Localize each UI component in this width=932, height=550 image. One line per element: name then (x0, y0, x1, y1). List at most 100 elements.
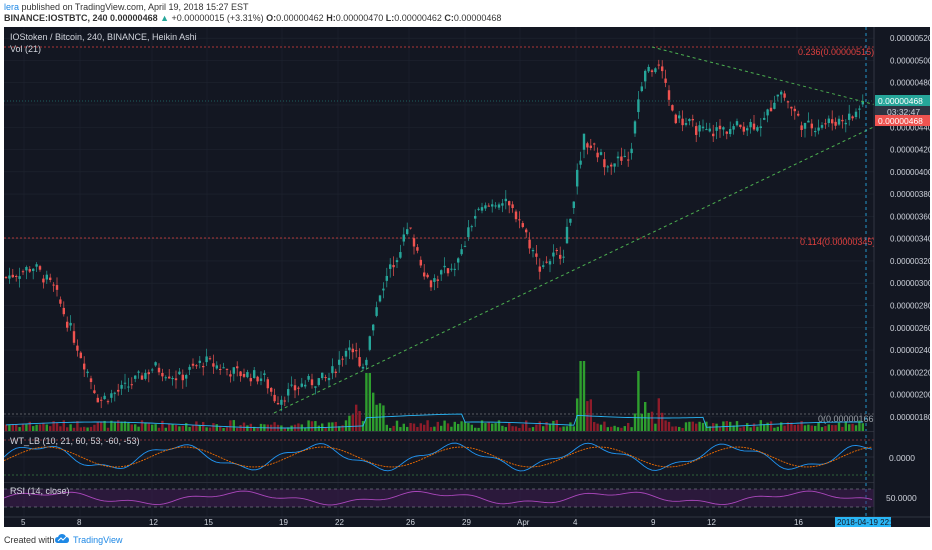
candle-body (440, 270, 443, 275)
volume-bar (134, 424, 137, 431)
volume-bar (168, 423, 171, 431)
volume-bar (123, 421, 127, 431)
volume-bar (229, 420, 232, 431)
candle-body (55, 285, 59, 290)
candle-body (409, 227, 412, 229)
candle-body (701, 126, 705, 129)
candle-body (147, 372, 150, 375)
price-axis-label: 0.00000320 (890, 257, 930, 266)
candle-body (344, 350, 348, 357)
descending-trendline[interactable] (651, 46, 885, 108)
candle-body (620, 156, 623, 161)
volume-bar (545, 421, 548, 431)
volume-bar (593, 422, 596, 431)
volume-bar (783, 425, 786, 431)
volume-bar (429, 427, 433, 431)
candle-body (297, 387, 300, 389)
volume-bar (742, 426, 745, 431)
author-link[interactable]: lera (4, 2, 20, 12)
volume-bar (824, 426, 827, 431)
volume-bar (756, 426, 759, 431)
candle-body (732, 126, 735, 130)
volume-bar (457, 423, 460, 431)
volume-bar (858, 420, 861, 431)
time-axis-label: 5 (21, 518, 26, 527)
candle-body (66, 321, 69, 328)
candle-body (42, 278, 45, 283)
volume-bar (208, 427, 212, 431)
candle-body (752, 123, 756, 130)
candle-body (521, 223, 524, 227)
candle-body (368, 336, 371, 350)
volume-bar (480, 420, 484, 431)
main-legend[interactable]: IOStoken / Bitcoin, 240, BINANCE, Heikin… (10, 32, 197, 42)
volume-legend[interactable]: Vol (21) (10, 44, 41, 54)
candle-body (793, 108, 796, 112)
volume-bar (637, 371, 640, 431)
volume-bar (661, 412, 664, 431)
fib-label-upper: 0.236(0.00000515) (798, 47, 874, 57)
volume-bar (307, 420, 310, 431)
volume-bar (416, 427, 419, 431)
candle-body (562, 256, 565, 258)
time-axis-label: 4 (573, 518, 578, 527)
volume-bar (25, 424, 28, 431)
candle-body (637, 99, 640, 113)
candle-body (219, 368, 222, 370)
candle-body (582, 133, 586, 150)
volume-bar (671, 426, 674, 431)
candle-body (511, 204, 514, 209)
volume-bar (657, 398, 660, 431)
volume-bar (848, 424, 851, 431)
volume-bar (718, 426, 722, 431)
heikin-ashi-candles (4, 59, 864, 412)
symbol-label: BINANCE:IOSTBTC, 240 (4, 13, 108, 23)
time-axis[interactable] (4, 517, 930, 527)
candle-body (480, 207, 484, 211)
time-axis-label: Apr (517, 518, 530, 527)
candle-body (212, 363, 215, 367)
snapshot-header: lera published on TradingView.com, April… (0, 0, 932, 25)
price-axis-label: 0.00000360 (890, 212, 930, 221)
wt-legend[interactable]: WT_LB (10, 21, 60, 53, -60, -53) (10, 436, 140, 446)
rsi-legend[interactable]: RSI (14, close) (10, 486, 70, 496)
volume-bar (35, 424, 38, 431)
candle-body (623, 155, 626, 157)
rsi-line (3, 490, 873, 506)
ohlc-line: BINANCE:IOSTBTC, 240 0.00000468 ▲ +0.000… (4, 13, 501, 23)
candle-body (103, 395, 106, 400)
price-axis-label: 0.00000420 (890, 146, 930, 155)
volume-bar (562, 426, 565, 431)
volume-bar (535, 424, 538, 431)
candle-body (130, 384, 133, 386)
candle-body (399, 252, 402, 258)
candle-body (378, 295, 382, 302)
candle-body (290, 384, 293, 386)
volume-bar (130, 424, 133, 431)
chart-canvas[interactable]: 0.236(0.00000515) 0.114(0.00000345) 0(0.… (3, 27, 932, 527)
volume-bar (610, 426, 613, 431)
volume-bar (800, 421, 803, 431)
volume-bar (355, 404, 358, 431)
volume-bar (837, 422, 841, 431)
candle-body (317, 378, 320, 385)
candle-body (790, 106, 793, 109)
candle-body (776, 94, 779, 97)
candle-body (647, 66, 650, 72)
candle-body (273, 394, 276, 402)
ascending-trendline[interactable] (273, 121, 885, 414)
volume-bar (195, 421, 198, 431)
candle-body (650, 70, 654, 73)
candle-body (93, 390, 96, 394)
candle-body (324, 377, 327, 379)
candle-body (168, 376, 171, 379)
last-price-tag-text: 0.00000468 (878, 96, 923, 106)
candle-body (266, 379, 269, 389)
tradingview-brand[interactable]: TradingView (73, 535, 123, 545)
candle-body (314, 386, 317, 388)
chart-container[interactable]: 0.236(0.00000515) 0.114(0.00000345) 0(0.… (3, 27, 932, 527)
price-axis-label: 0.00000300 (890, 279, 930, 288)
volume-bar (310, 421, 314, 431)
volume-bar (205, 427, 208, 431)
candle-body (361, 366, 365, 369)
